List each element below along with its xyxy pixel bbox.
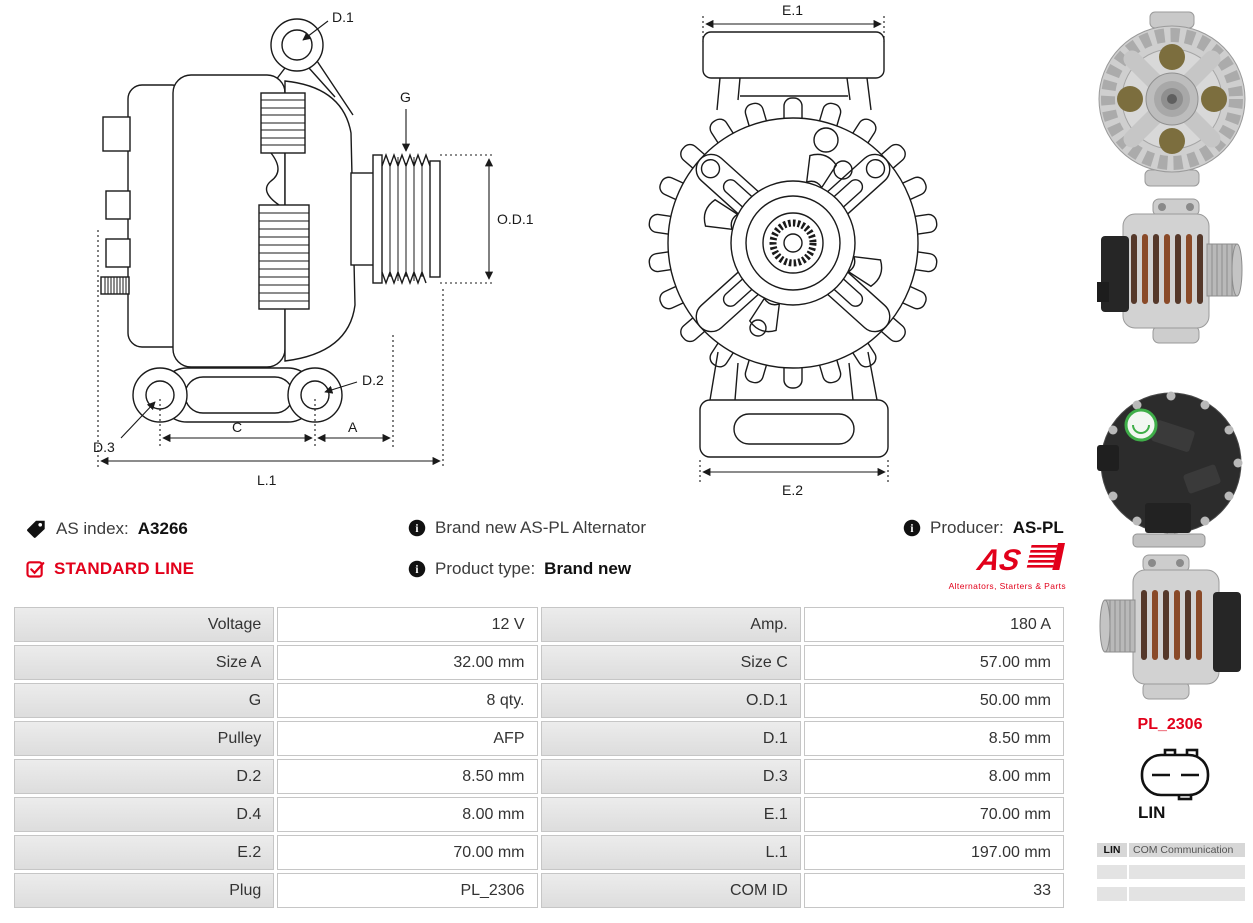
product-photo-rear[interactable]: [1093, 385, 1249, 550]
as-index-row: AS index: A3266: [25, 518, 188, 540]
spec-value: 12 V: [277, 607, 538, 642]
spec-value: 70.00 mm: [277, 835, 538, 870]
spec-value: 8 qty.: [277, 683, 538, 718]
spec-value: 32.00 mm: [277, 645, 538, 680]
spec-value: 50.00 mm: [803, 683, 1064, 718]
as-pl-logo-mark: AS: [974, 543, 1065, 577]
svg-text:i: i: [910, 523, 913, 535]
info-icon: i: [408, 519, 426, 537]
dim-label-g: G: [400, 89, 411, 105]
com-key: LIN: [1097, 843, 1127, 857]
spec-label: L.1: [540, 835, 801, 870]
spec-label: G: [14, 683, 275, 718]
dim-label-a: A: [348, 419, 358, 435]
producer-row: i Producer: AS-PL: [903, 518, 1064, 538]
product-photo-front[interactable]: [1093, 8, 1251, 190]
description-text: Brand new AS-PL Alternator: [435, 518, 647, 537]
spec-table: Voltage 12 V Amp. 180 A Size A 32.00 mm …: [11, 604, 1067, 911]
spec-value: 8.00 mm: [803, 759, 1064, 794]
logo-tagline: Alternators, Starters & Parts: [948, 581, 1066, 591]
table-row: Voltage 12 V Amp. 180 A: [14, 607, 1064, 642]
producer-value: AS-PL: [1012, 518, 1064, 537]
com-value: COM Communication: [1129, 843, 1245, 857]
tag-icon: [25, 518, 47, 540]
spec-value: AFP: [277, 721, 538, 756]
info-icon: i: [903, 519, 921, 537]
product-line-badge: STANDARD LINE: [54, 559, 195, 578]
product-type-value: Brand new: [544, 559, 632, 578]
spec-label: Size A: [14, 645, 275, 680]
checked-checkbox-icon: [25, 559, 45, 579]
info-icon: i: [408, 560, 426, 578]
dim-label-l1: L.1: [257, 472, 277, 488]
com-row-empty: [1097, 887, 1245, 901]
spec-value: 180 A: [803, 607, 1064, 642]
product-photo-side-right[interactable]: [1095, 196, 1247, 346]
spec-value: 8.50 mm: [277, 759, 538, 794]
spec-value: 33: [803, 873, 1064, 908]
table-row: E.2 70.00 mm L.1 197.00 mm: [14, 835, 1064, 870]
spec-label: D.4: [14, 797, 275, 832]
svg-text:i: i: [415, 564, 418, 576]
table-row: D.2 8.50 mm D.3 8.00 mm: [14, 759, 1064, 794]
com-table: LIN COM Communication: [1097, 843, 1245, 909]
dim-label-e2: E.2: [782, 482, 803, 498]
producer-label: Producer:: [930, 518, 1004, 537]
plug-type-label: LIN: [1138, 803, 1166, 822]
product-type-label: Product type:: [435, 559, 536, 578]
as-index-value: A3266: [137, 519, 188, 538]
dim-label-d1: D.1: [332, 9, 354, 25]
dim-label-d2: D.2: [362, 372, 384, 388]
spec-value: 57.00 mm: [803, 645, 1064, 680]
svg-text:i: i: [415, 523, 418, 535]
table-row: D.4 8.00 mm E.1 70.00 mm: [14, 797, 1064, 832]
spec-label: Size C: [540, 645, 801, 680]
spec-value: PL_2306: [277, 873, 538, 908]
spec-label: D.2: [14, 759, 275, 794]
dim-label-d3: D.3: [93, 439, 115, 455]
product-type-row: i Product type: Brand new: [408, 559, 631, 579]
table-row: G 8 qty. O.D.1 50.00 mm: [14, 683, 1064, 718]
product-photo-side-left[interactable]: [1095, 552, 1247, 702]
plug-drawing: [1140, 748, 1210, 801]
dim-label-c: C: [232, 419, 242, 435]
spec-value: 70.00 mm: [803, 797, 1064, 832]
side-view-drawing: D.1 G O.D.1 D.2 D.3 C A L.1: [93, 9, 534, 488]
spec-label: Voltage: [14, 607, 275, 642]
spec-value: 197.00 mm: [803, 835, 1064, 870]
spec-label: D.3: [540, 759, 801, 794]
spec-label: E.2: [14, 835, 275, 870]
spec-label: Plug: [14, 873, 275, 908]
table-row: Size A 32.00 mm Size C 57.00 mm: [14, 645, 1064, 680]
plug-name: PL_2306: [1137, 716, 1203, 733]
as-pl-logo: AS Alternators, Starters & Parts: [930, 543, 1066, 591]
table-row: Pulley AFP D.1 8.50 mm: [14, 721, 1064, 756]
spec-value: 8.00 mm: [277, 797, 538, 832]
spec-value: 8.50 mm: [803, 721, 1064, 756]
logo-letters: AS: [974, 544, 1023, 575]
spec-label: COM ID: [540, 873, 801, 908]
front-view-drawing: E.1 E.2: [648, 2, 938, 498]
product-line-row: STANDARD LINE: [25, 559, 194, 579]
description-row: i Brand new AS-PL Alternator: [408, 518, 646, 538]
spec-label: Amp.: [540, 607, 801, 642]
dim-label-e1: E.1: [782, 2, 803, 18]
spec-label: O.D.1: [540, 683, 801, 718]
spec-label: D.1: [540, 721, 801, 756]
dim-label-od1: O.D.1: [497, 211, 534, 227]
table-row: Plug PL_2306 COM ID 33: [14, 873, 1064, 908]
com-row: LIN COM Communication: [1097, 843, 1245, 857]
as-index-label: AS index:: [56, 519, 129, 538]
spec-label: E.1: [540, 797, 801, 832]
com-row-empty: [1097, 865, 1245, 879]
spec-label: Pulley: [14, 721, 275, 756]
